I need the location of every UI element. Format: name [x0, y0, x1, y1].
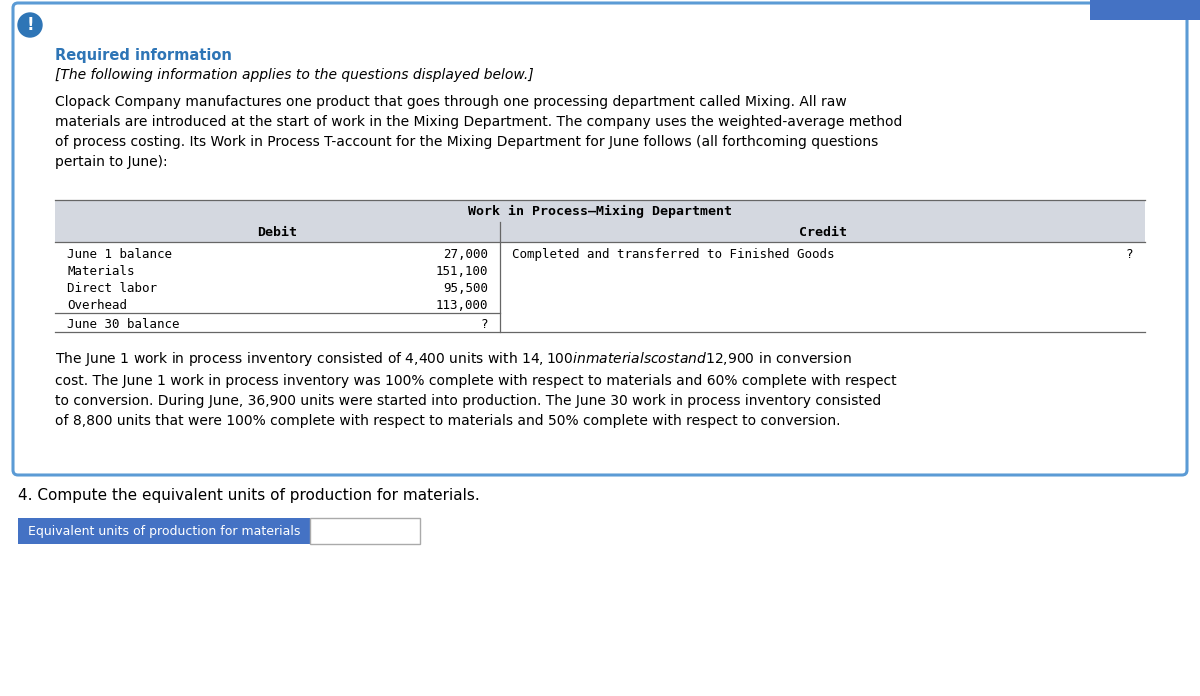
Bar: [55, 200, 1145, 332]
Text: Required information: Required information: [55, 48, 232, 63]
Bar: [310, 518, 420, 544]
Text: 4. Compute the equivalent units of production for materials.: 4. Compute the equivalent units of produ…: [18, 488, 480, 503]
Text: Work in Process–Mixing Department: Work in Process–Mixing Department: [468, 205, 732, 218]
Bar: [55, 200, 1145, 222]
Bar: [55, 242, 1145, 332]
Text: !: !: [26, 16, 34, 34]
Text: Equivalent units of production for materials: Equivalent units of production for mater…: [28, 525, 300, 537]
Text: 113,000: 113,000: [436, 299, 488, 312]
Text: ?: ?: [480, 317, 488, 331]
FancyBboxPatch shape: [13, 3, 1187, 475]
Text: [The following information applies to the questions displayed below.]: [The following information applies to th…: [55, 68, 534, 82]
Text: Completed and transferred to Finished Goods: Completed and transferred to Finished Go…: [512, 248, 834, 261]
Text: Credit: Credit: [798, 226, 846, 239]
Text: Clopack Company manufactures one product that goes through one processing depart: Clopack Company manufactures one product…: [55, 95, 902, 169]
Bar: [1090, 0, 1200, 20]
Text: Overhead: Overhead: [67, 299, 127, 312]
Text: 151,100: 151,100: [436, 265, 488, 278]
Text: 95,500: 95,500: [443, 282, 488, 295]
Text: Materials: Materials: [67, 265, 134, 278]
Text: ?: ?: [1126, 248, 1133, 261]
Bar: [55, 222, 1145, 242]
Text: 27,000: 27,000: [443, 248, 488, 261]
Text: Direct labor: Direct labor: [67, 282, 157, 295]
Bar: [18, 518, 310, 544]
Text: June 1 balance: June 1 balance: [67, 248, 172, 261]
Circle shape: [18, 13, 42, 37]
Text: June 30 balance: June 30 balance: [67, 317, 180, 331]
Text: Debit: Debit: [258, 226, 298, 239]
Text: The June 1 work in process inventory consisted of 4,400 units with $14,100 in ma: The June 1 work in process inventory con…: [55, 350, 896, 428]
